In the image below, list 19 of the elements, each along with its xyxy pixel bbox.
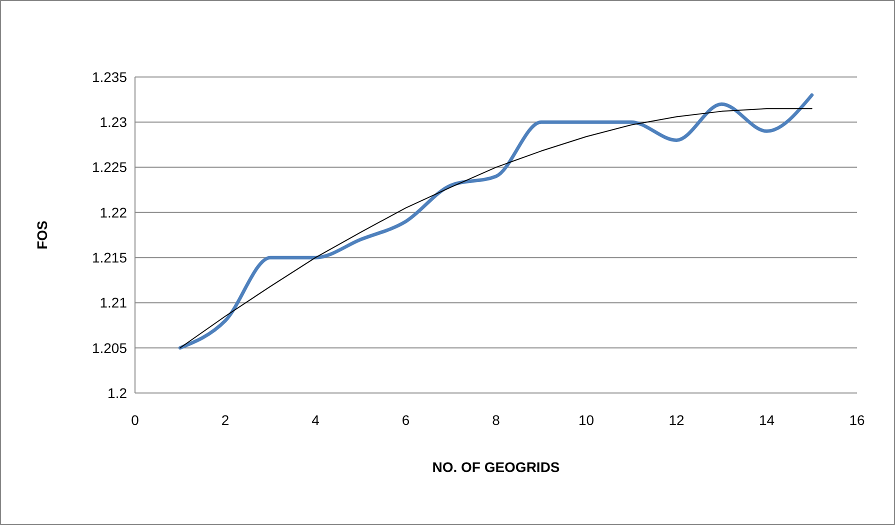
y-tick-label: 1.235 [92, 68, 128, 85]
x-tick-label: 8 [492, 412, 500, 428]
x-tick-label: 2 [221, 412, 230, 428]
y-tick-label: 1.21 [100, 294, 128, 311]
x-tick-label: 4 [312, 412, 320, 428]
x-axis-title: NO. OF GEOGRIDS [432, 459, 560, 475]
y-tick-label: 1.22 [100, 204, 128, 220]
y-tick-label: 1.225 [92, 159, 128, 176]
x-tick-label: 14 [758, 412, 775, 428]
y-tick-label: 1.205 [92, 340, 128, 356]
x-tick-label: 6 [402, 412, 410, 428]
y-tick-label: 1.2 [108, 384, 128, 401]
y-axis-title: FOS [34, 220, 50, 250]
y-tick-label: 1.215 [92, 249, 128, 266]
x-tick-label: 16 [849, 412, 865, 428]
y-tick-label: 1.23 [100, 114, 128, 130]
x-tick-label: 12 [668, 412, 684, 428]
x-tick-label: 10 [578, 412, 594, 428]
x-tick-label: 0 [131, 412, 140, 428]
